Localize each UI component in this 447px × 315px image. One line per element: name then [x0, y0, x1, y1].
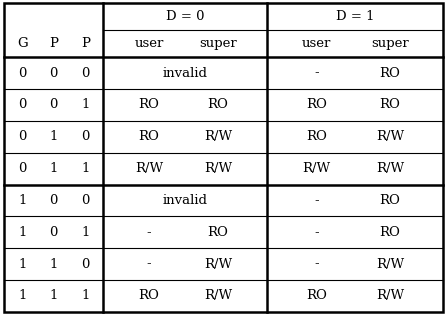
- Text: RO: RO: [207, 98, 228, 112]
- Text: R/W: R/W: [204, 130, 232, 143]
- Text: R/W: R/W: [204, 258, 232, 271]
- Text: R/W: R/W: [302, 162, 330, 175]
- Text: -: -: [314, 258, 319, 271]
- Text: R/W: R/W: [135, 162, 163, 175]
- Text: -: -: [314, 194, 319, 207]
- Text: RO: RO: [380, 194, 401, 207]
- Text: 0: 0: [50, 194, 58, 207]
- Text: invalid: invalid: [163, 66, 208, 80]
- Text: 1: 1: [50, 162, 58, 175]
- Text: super: super: [371, 37, 409, 50]
- Text: R/W: R/W: [376, 162, 404, 175]
- Text: -: -: [314, 66, 319, 80]
- Text: 1: 1: [18, 258, 26, 271]
- Text: 1: 1: [18, 194, 26, 207]
- Text: 1: 1: [81, 289, 89, 302]
- Text: 1: 1: [81, 98, 89, 112]
- Text: 0: 0: [18, 130, 26, 143]
- Text: RO: RO: [380, 66, 401, 80]
- Text: RO: RO: [380, 226, 401, 239]
- Text: P: P: [49, 37, 58, 50]
- Text: D = 1: D = 1: [336, 10, 374, 23]
- Text: RO: RO: [139, 98, 160, 112]
- Text: 1: 1: [50, 258, 58, 271]
- Text: user: user: [135, 37, 164, 50]
- Text: -: -: [314, 226, 319, 239]
- Text: 0: 0: [81, 194, 89, 207]
- Text: RO: RO: [139, 289, 160, 302]
- Text: 0: 0: [81, 258, 89, 271]
- Text: RO: RO: [380, 98, 401, 112]
- Text: P: P: [81, 37, 90, 50]
- Text: 0: 0: [50, 226, 58, 239]
- Text: RO: RO: [306, 98, 327, 112]
- Text: RO: RO: [139, 130, 160, 143]
- Text: R/W: R/W: [376, 258, 404, 271]
- Text: -: -: [147, 258, 152, 271]
- Text: R/W: R/W: [376, 130, 404, 143]
- Text: R/W: R/W: [204, 289, 232, 302]
- Text: 1: 1: [18, 289, 26, 302]
- Text: 0: 0: [81, 130, 89, 143]
- Text: G: G: [17, 37, 28, 50]
- Text: -: -: [147, 226, 152, 239]
- Text: 0: 0: [50, 98, 58, 112]
- Text: RO: RO: [306, 130, 327, 143]
- Text: 1: 1: [50, 130, 58, 143]
- Text: 1: 1: [81, 162, 89, 175]
- Text: R/W: R/W: [204, 162, 232, 175]
- Text: R/W: R/W: [376, 289, 404, 302]
- Text: invalid: invalid: [163, 194, 208, 207]
- Text: 0: 0: [18, 66, 26, 80]
- Text: D = 0: D = 0: [166, 10, 204, 23]
- Text: 0: 0: [18, 98, 26, 112]
- Text: user: user: [302, 37, 331, 50]
- Text: 1: 1: [50, 289, 58, 302]
- Text: RO: RO: [207, 226, 228, 239]
- Text: RO: RO: [306, 289, 327, 302]
- Text: 1: 1: [81, 226, 89, 239]
- Text: 0: 0: [81, 66, 89, 80]
- Text: super: super: [199, 37, 237, 50]
- Text: 1: 1: [18, 226, 26, 239]
- Text: 0: 0: [18, 162, 26, 175]
- Text: 0: 0: [50, 66, 58, 80]
